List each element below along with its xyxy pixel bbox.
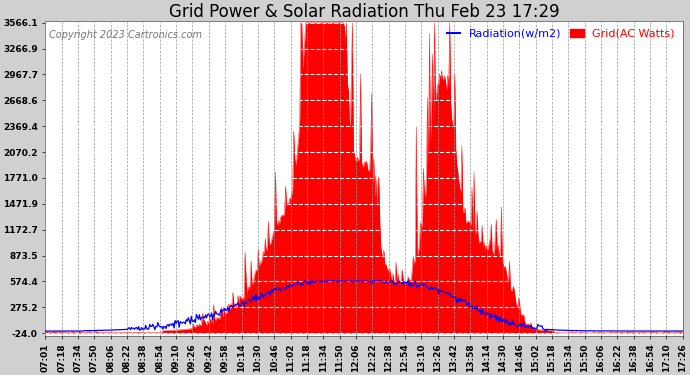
Text: Copyright 2023 Cartronics.com: Copyright 2023 Cartronics.com	[48, 30, 201, 40]
Title: Grid Power & Solar Radiation Thu Feb 23 17:29: Grid Power & Solar Radiation Thu Feb 23 …	[169, 3, 560, 21]
Legend: Radiation(w/m2), Grid(AC Watts): Radiation(w/m2), Grid(AC Watts)	[444, 27, 677, 41]
